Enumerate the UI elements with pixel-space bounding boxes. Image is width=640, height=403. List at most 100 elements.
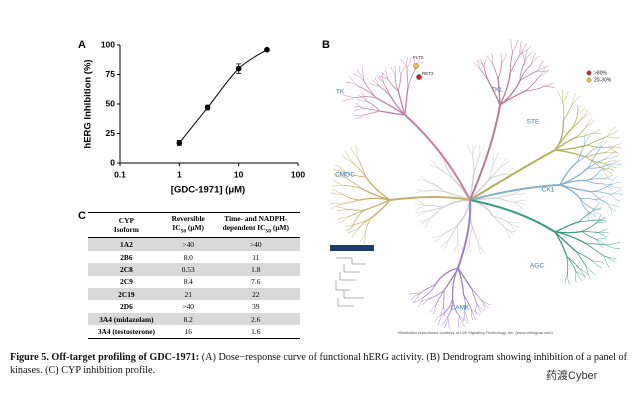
branch	[554, 136, 578, 151]
branch	[587, 136, 608, 146]
table-cell: 1.8	[211, 263, 300, 276]
branch	[590, 191, 608, 204]
branch	[359, 233, 366, 243]
branch	[345, 171, 367, 178]
branch	[472, 154, 475, 173]
branch	[333, 179, 345, 186]
branch	[415, 189, 427, 192]
y-tick-label: 100	[101, 39, 115, 49]
branch	[554, 221, 580, 233]
branch	[464, 244, 470, 256]
branch	[492, 63, 499, 80]
branch	[488, 81, 501, 106]
branch	[497, 78, 501, 106]
legend-swatch	[586, 77, 592, 83]
branch	[363, 110, 381, 116]
branch	[570, 114, 578, 130]
branch	[419, 218, 430, 222]
branch	[559, 184, 592, 193]
branch	[376, 75, 384, 83]
branch	[578, 219, 597, 223]
caption-text: (A) Dose−response curve of functional hE…	[10, 352, 627, 376]
branch	[562, 101, 565, 122]
branch	[579, 268, 586, 278]
table-cell: 2.6	[211, 312, 300, 326]
data-point	[264, 46, 270, 53]
branch	[500, 157, 507, 167]
branch	[470, 309, 473, 320]
branch	[432, 304, 437, 315]
branch	[469, 244, 471, 257]
branch	[338, 216, 349, 220]
branch	[383, 82, 391, 97]
branch	[447, 316, 450, 329]
branch	[340, 168, 348, 179]
branch	[414, 203, 426, 206]
table-row: 2C19 21 22	[88, 288, 300, 301]
branch	[591, 207, 602, 211]
branch	[606, 203, 613, 215]
branch	[378, 85, 391, 97]
branch	[566, 256, 569, 275]
branch	[525, 77, 539, 92]
branch	[500, 160, 510, 167]
data-point	[235, 65, 242, 72]
branch	[357, 217, 372, 230]
branch	[595, 239, 603, 248]
branch	[336, 206, 348, 210]
branch	[366, 100, 381, 112]
branch	[434, 267, 459, 286]
branch	[586, 117, 593, 127]
branch	[586, 243, 608, 246]
branch	[363, 199, 391, 211]
branch	[364, 217, 372, 235]
branch	[591, 142, 601, 151]
branch	[357, 99, 368, 102]
branch	[609, 185, 622, 189]
table-cell: 2C8	[88, 263, 165, 276]
x-tick-label: 10	[234, 169, 244, 179]
branch	[352, 73, 365, 81]
branch	[425, 190, 444, 192]
branch	[443, 289, 445, 307]
hit-label: FLT3	[413, 55, 424, 60]
branch	[595, 238, 607, 240]
branch	[554, 231, 588, 245]
branch	[415, 205, 426, 211]
group-label: CMGC	[335, 172, 355, 179]
branch	[590, 191, 611, 195]
branch	[354, 108, 365, 111]
branch	[499, 79, 521, 106]
branch	[608, 146, 622, 149]
branch	[480, 58, 485, 69]
branch	[434, 234, 444, 243]
branch	[499, 72, 511, 106]
branch	[599, 167, 610, 172]
branch	[457, 267, 473, 290]
branch	[591, 203, 600, 212]
branch	[587, 144, 609, 148]
table-row: 3A4 (midazolam) 8.2 2.6	[88, 312, 300, 326]
branch	[424, 218, 430, 229]
branch	[440, 239, 449, 248]
branch	[425, 206, 444, 212]
branch	[444, 162, 453, 179]
branch	[591, 207, 602, 212]
branch	[399, 65, 402, 76]
caption-lead: Figure 5. Off-target profiling of GDC-19…	[10, 352, 200, 363]
branch	[584, 134, 591, 145]
branch	[372, 79, 380, 87]
branch	[463, 294, 466, 312]
branch	[410, 293, 420, 300]
branch	[607, 244, 621, 250]
branch	[355, 114, 365, 120]
branch	[374, 77, 380, 87]
branch	[497, 197, 516, 203]
branch	[334, 165, 347, 173]
branch	[404, 85, 409, 116]
branch	[575, 271, 582, 281]
tree-inset	[330, 245, 374, 307]
branch	[459, 315, 469, 324]
table-cell: 22	[211, 288, 300, 301]
branch	[481, 300, 485, 311]
